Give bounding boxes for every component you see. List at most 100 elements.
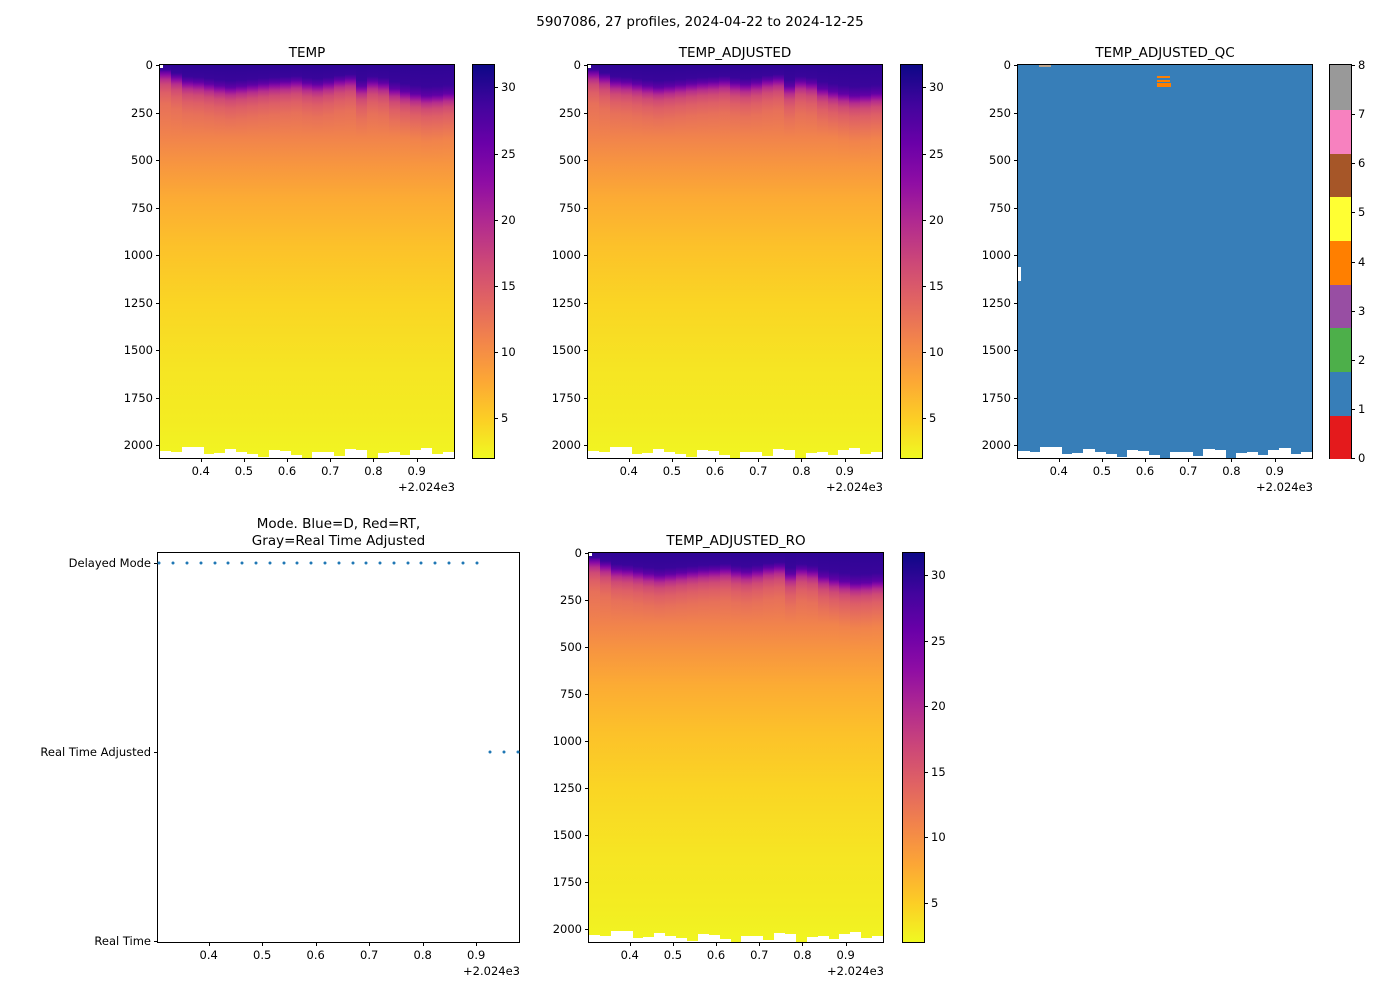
x-tick-mark <box>844 458 846 462</box>
qc-colorbar-tick-label: 7 <box>1358 107 1366 122</box>
x-tick-label: 0.5 <box>662 464 682 478</box>
depth-tick-mark <box>585 647 589 649</box>
mode-data-point <box>406 561 410 565</box>
x-tick-label: 0.6 <box>706 948 726 962</box>
depth-tick-mark <box>584 65 588 66</box>
depth-tick-label: 1250 <box>551 295 581 310</box>
temp-adjusted-qc-heatmap: TEMP_ADJUSTED_QC 0 250 500 750 1000 1250 1500 1… <box>982 45 1313 494</box>
depth-tick-mark <box>584 302 588 304</box>
no-data-bottom-gap <box>1018 450 1030 458</box>
x-tick-mark <box>208 942 210 946</box>
no-data-bottom-gap <box>170 451 183 458</box>
profile-column <box>653 65 665 458</box>
no-data-bottom-gap <box>588 450 600 458</box>
x-tick-label: 0.8 <box>792 464 811 478</box>
no-data-bottom-gap <box>377 453 390 458</box>
mode-data-point <box>226 561 230 565</box>
qc-profile-column <box>1160 65 1172 458</box>
depth-tick-mark <box>584 207 588 209</box>
qc-colorbar-tick-label: 3 <box>1358 303 1366 318</box>
profile-column <box>334 65 346 458</box>
no-data-bottom-gap <box>334 456 346 458</box>
no-data-bottom-gap <box>871 451 882 458</box>
no-data-bottom-gap <box>751 452 763 458</box>
depth-tick-label: 2000 <box>123 438 153 453</box>
no-data-bottom-gap <box>850 932 862 942</box>
profile-column <box>838 65 851 458</box>
no-data-bottom-gap <box>806 937 819 942</box>
x-tick-label: 0.9 <box>835 464 854 478</box>
mode-category-label: Real Time <box>94 933 151 948</box>
mode-data-point <box>378 561 382 565</box>
no-data-bottom-gap <box>599 935 612 942</box>
no-data-bottom-gap <box>247 453 259 458</box>
qc-profile-column <box>1116 65 1128 458</box>
mode-data-point <box>171 561 175 565</box>
x-tick-mark <box>759 942 761 946</box>
qc-colorbar-segment <box>1330 239 1351 285</box>
profile-column <box>323 65 335 458</box>
x-tick-mark <box>672 942 674 946</box>
qc-profile-column <box>1246 65 1259 458</box>
mode-data-point <box>364 561 368 565</box>
profile-column <box>676 553 688 942</box>
depth-tick-mark <box>584 112 588 114</box>
mode-scatter-plot: Mode. Blue=D, Red=RT, Gray=Real Time Adj… <box>40 516 520 978</box>
depth-tick-label: 1250 <box>981 295 1011 310</box>
qc-profile-column <box>1235 65 1248 458</box>
x-tick-label: 0.8 <box>1222 464 1241 478</box>
no-data-bottom-gap <box>817 935 830 942</box>
depth-tick-mark <box>1014 65 1018 66</box>
profile-column <box>730 553 743 942</box>
profile-column <box>268 65 281 458</box>
no-data-bottom-gap <box>1094 452 1106 458</box>
mode-category-label: Delayed Mode <box>68 555 151 570</box>
depth-tick-mark <box>1014 207 1018 209</box>
x-tick-label: 0.6 <box>1135 464 1155 478</box>
no-data-bottom-gap <box>631 454 644 458</box>
no-data-bottom-gap <box>1116 456 1128 458</box>
qc-profile-column <box>1148 65 1161 458</box>
depth-tick-mark <box>585 929 589 931</box>
x-tick-label: 0.4 <box>620 948 639 962</box>
depth-tick-mark <box>584 397 588 399</box>
qc-profile-column <box>1214 65 1226 458</box>
qc-profile-column <box>1039 65 1052 458</box>
no-data-bottom-gap <box>225 449 237 458</box>
x-tick-label: 0.5 <box>253 948 272 962</box>
depth-tick-label: 1000 <box>981 248 1011 263</box>
depth-tick-mark <box>1014 350 1018 352</box>
qc-colorbar-segment <box>1330 152 1351 198</box>
qc-profile-column <box>1268 65 1281 458</box>
depth-tick-label: 1000 <box>552 734 582 749</box>
colorbar-tick-mark <box>922 418 926 420</box>
profile-column <box>345 65 357 458</box>
depth-tick-label: 1750 <box>123 390 153 405</box>
temp-adjusted-heatmap: TEMP_ADJUSTED 0 250 500 750 1000 1250 1500 1750… <box>552 45 883 494</box>
no-data-bottom-gap <box>323 452 335 458</box>
profile-column <box>399 65 412 458</box>
x-tick-mark <box>1145 458 1147 462</box>
no-data-bottom-gap <box>762 456 774 458</box>
no-data-bottom-gap <box>1050 447 1063 458</box>
qc-flag-mark <box>1157 75 1171 78</box>
qc-profile-column <box>1257 65 1270 458</box>
depth-tick-label: 250 <box>989 105 1011 120</box>
qc-colorbar-tick-label: 0 <box>1358 451 1366 465</box>
profile-column <box>696 65 709 458</box>
profile-column <box>631 65 644 458</box>
qc-profile-column <box>1072 65 1085 458</box>
x-tick-mark <box>200 458 202 462</box>
no-data-bottom-gap <box>1301 451 1312 458</box>
no-data-bottom-gap <box>181 446 194 458</box>
x-axis-offset-label: +2.024e3 <box>826 480 883 494</box>
depth-tick-mark <box>1014 160 1018 162</box>
x-tick-label: 0.6 <box>277 464 297 478</box>
x-tick-mark <box>1101 458 1103 462</box>
depth-tick-label: 500 <box>989 153 1011 168</box>
no-data-bottom-gap <box>1235 453 1248 458</box>
x-tick-label: 0.7 <box>1179 464 1198 478</box>
profile-column <box>214 65 227 458</box>
depth-tick-label: 250 <box>131 105 153 120</box>
profile-column <box>443 65 454 458</box>
